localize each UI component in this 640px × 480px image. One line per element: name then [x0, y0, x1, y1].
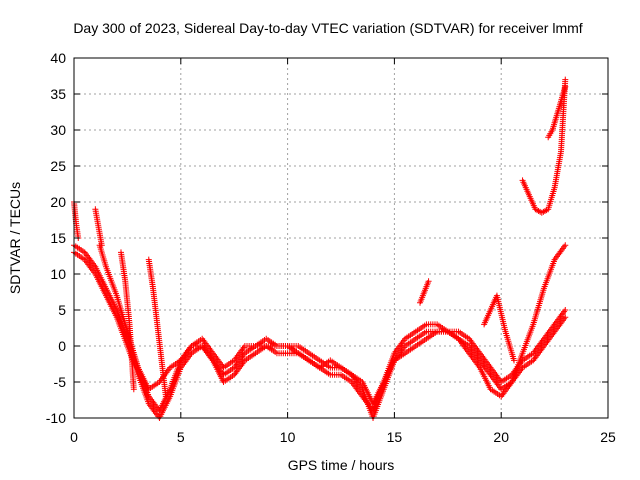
series-track-4	[71, 199, 82, 241]
data-point	[511, 357, 518, 364]
series-track-2	[71, 242, 569, 414]
y-axis-ticks: -10 -5 0 5 10 15 20 25 30 35 40	[46, 50, 608, 426]
y-tick-label: 10	[50, 266, 66, 282]
data-point	[130, 386, 137, 393]
series-track-1	[71, 249, 569, 421]
series-track-11	[545, 83, 569, 141]
series-track-10	[519, 76, 569, 216]
data-point	[562, 314, 569, 321]
series-track-8	[417, 278, 432, 306]
y-tick-label: 35	[50, 86, 66, 102]
x-axis-ticks: 0 5 10 15 20 25	[70, 58, 616, 445]
y-tick-label: -10	[46, 410, 66, 426]
x-tick-label: 15	[387, 429, 403, 445]
x-tick-label: 0	[70, 429, 78, 445]
series-track-7	[145, 256, 169, 400]
y-tick-label: 40	[50, 50, 66, 66]
data-point	[562, 76, 569, 83]
data-point	[562, 242, 569, 249]
y-tick-label: 30	[50, 122, 66, 138]
y-axis-label: SDTVAR / TECUs	[7, 182, 23, 294]
series-track-6	[117, 249, 137, 393]
x-tick-label: 20	[493, 429, 509, 445]
data-point	[162, 393, 169, 400]
series-track-9	[481, 292, 518, 364]
x-tick-label: 25	[600, 429, 616, 445]
x-tick-label: 10	[280, 429, 296, 445]
data-point	[425, 278, 432, 285]
series-track-3	[96, 242, 569, 407]
y-tick-label: 0	[58, 338, 66, 354]
chart-title: Day 300 of 2023, Sidereal Day-to-day VTE…	[73, 20, 582, 36]
grid	[74, 58, 608, 418]
data-point	[562, 83, 569, 90]
y-tick-label: 25	[50, 158, 66, 174]
series-layer	[71, 76, 569, 421]
y-tick-label: 20	[50, 194, 66, 210]
x-axis-label: GPS time / hours	[288, 457, 395, 473]
data-point	[98, 242, 105, 249]
y-tick-label: -5	[54, 374, 67, 390]
series-track-5	[92, 206, 105, 249]
y-tick-label: 15	[50, 230, 66, 246]
x-tick-label: 5	[177, 429, 185, 445]
y-tick-label: 5	[58, 302, 66, 318]
data-point	[562, 307, 569, 313]
